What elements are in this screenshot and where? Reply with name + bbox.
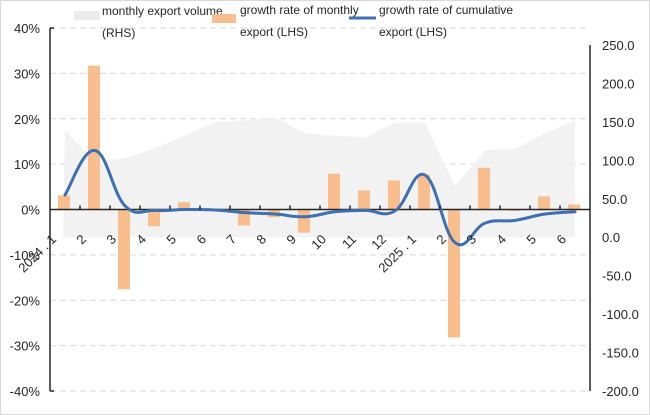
- left-tick-label: -40%: [10, 384, 41, 399]
- monthly-growth-bar: [88, 65, 100, 210]
- legend-swatch-export-volume: [74, 11, 100, 20]
- right-tick-label: -150.0: [602, 346, 639, 361]
- gridlines: [50, 27, 590, 392]
- monthly-growth-bars: [58, 65, 580, 338]
- monthly-growth-bar: [148, 209, 160, 227]
- legend-label-export-volume-line1: monthly export volume: [102, 4, 223, 18]
- legend-label-export-volume-line2: (RHS): [102, 26, 135, 40]
- right-tick-label: 200.0: [602, 76, 635, 91]
- export-volume-area: [63, 117, 576, 238]
- monthly-growth-bar: [178, 202, 190, 210]
- legend-swatch-monthly-growth: [212, 14, 236, 23]
- legend-label-monthly-growth-line1: growth rate of monthly: [240, 3, 359, 17]
- left-tick-label: 10%: [14, 157, 40, 172]
- left-tick-label: -30%: [10, 339, 41, 354]
- right-tick-label: 0.0: [602, 230, 620, 245]
- monthly-growth-bar: [388, 180, 400, 210]
- monthly-growth-bar: [58, 195, 70, 210]
- left-tick-label: 30%: [14, 66, 40, 81]
- right-tick-label: 50.0: [602, 192, 627, 207]
- monthly-growth-bar: [448, 209, 460, 338]
- legend: monthly export volume (RHS) growth rate …: [74, 3, 513, 40]
- left-tick-label: -20%: [10, 293, 41, 308]
- left-tick-label: 0%: [21, 203, 40, 218]
- left-tick-label: -10%: [10, 248, 41, 263]
- monthly-growth-bar: [568, 204, 580, 210]
- cumulative-growth-line: [63, 149, 577, 247]
- monthly-growth-bar: [328, 173, 340, 210]
- legend-label-monthly-growth-line2: export (LHS): [240, 25, 308, 39]
- right-tick-label: 150.0: [602, 115, 635, 130]
- monthly-growth-bar: [478, 167, 490, 210]
- right-tick-label: -200.0: [602, 384, 639, 399]
- right-tick-label: -100.0: [602, 307, 639, 322]
- monthly-growth-bar: [418, 174, 430, 210]
- right-tick-label: 100.0: [602, 153, 635, 168]
- cumulative-growth-line-path: [63, 149, 577, 247]
- monthly-growth-bar: [538, 196, 550, 210]
- monthly-growth-bar: [118, 209, 130, 290]
- monthly-growth-bar: [298, 209, 310, 233]
- monthly-growth-bar: [358, 190, 370, 210]
- left-tick-label: 20%: [14, 112, 40, 127]
- legend-label-cumulative-growth-line2: export (LHS): [379, 25, 447, 39]
- left-axis-ticks: 40% 30% 20% 10% 0% -10% -20% -30% -40%: [10, 21, 41, 399]
- right-axis-ticks: 250.0 200.0 150.0 100.0 50.0 0.0 -50.0 -100.0 -1…: [602, 38, 639, 399]
- export-volume-area-shape: [63, 117, 575, 238]
- right-tick-label: 250.0: [602, 38, 635, 53]
- right-tick-label: -50.0: [602, 269, 632, 284]
- left-tick-label: 40%: [14, 21, 40, 36]
- legend-label-cumulative-growth-line1: growth rate of cumulative: [379, 3, 513, 17]
